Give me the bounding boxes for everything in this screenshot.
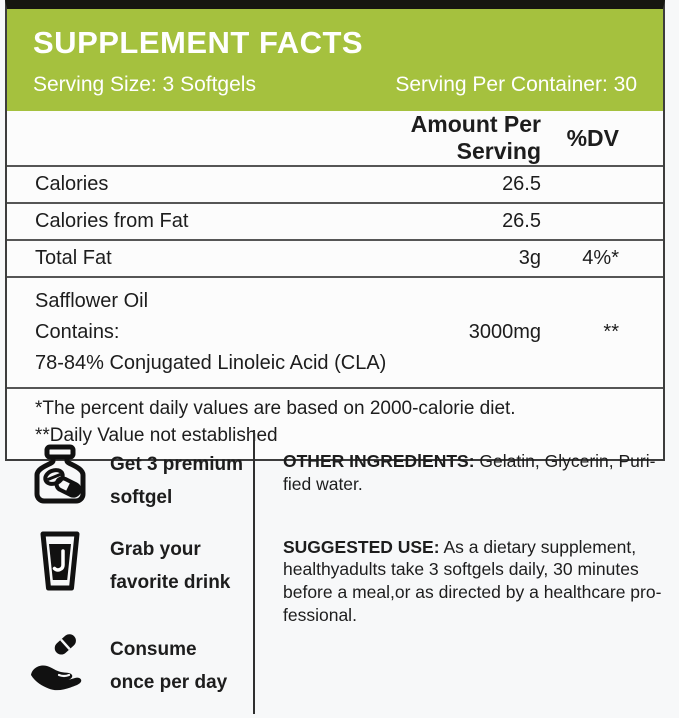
footnote-daily-values: *The percent daily values are based on 2…: [35, 398, 516, 419]
row-amount: 26.5: [502, 173, 541, 195]
suggested-use-line2: healthyadults take 3 softgels daily, 30 …: [283, 559, 639, 580]
row-amount: 3000mg: [468, 321, 541, 343]
feature-get-softgels: Get 3 premium softgel: [28, 444, 253, 515]
table-header-row: Amount Per Serving %DV: [7, 111, 663, 165]
suggested-use-line4: fessional.: [283, 604, 357, 625]
feature-line: softgel: [110, 487, 173, 509]
feature-text: Consume once per day: [110, 629, 227, 700]
row-amount: 26.5: [502, 210, 541, 232]
hand-pill-icon: [31, 634, 82, 691]
row-dv: **: [603, 321, 619, 343]
amount-per-serving-header: Amount Per Serving: [410, 111, 541, 164]
info-column: OTHER INGREDlENTS: Gelatin, Glycerin, Pu…: [255, 430, 679, 714]
table-row-calories-from-fat: Calories from Fat 26.5: [7, 202, 663, 239]
safflower-line-2: Contains:: [35, 321, 120, 343]
table-row-calories: Calories 26.5: [7, 165, 663, 202]
drink-glass-icon: [40, 531, 80, 590]
supplement-facts-panel: SUPPLEMENT FACTS Serving Size: 3 Softgel…: [5, 0, 665, 461]
row-name: Safflower Oil Contains: 78-84% Conjugate…: [35, 286, 391, 379]
feature-favorite-drink: Grab your favorite drink: [28, 529, 253, 600]
feature-text: Grab your favorite drink: [110, 529, 230, 600]
suggested-use-line3: before a meal,or as directed by a health…: [283, 582, 662, 602]
feature-line: Consume: [110, 639, 197, 660]
other-ingredients-heading: OTHER INGREDlENTS:: [283, 451, 475, 471]
row-name: Calories from Fat: [35, 210, 189, 232]
feature-line: Get 3 premium: [110, 454, 244, 475]
suggested-use-heading: SUGGESTED USE:: [283, 536, 440, 557]
safflower-line-1: Safflower Oil: [35, 290, 149, 312]
other-ingredients: OTHER INGREDlENTS: Gelatin, Glycerin, Pu…: [283, 450, 669, 496]
table-row-total-fat: Total Fat 3g 4%*: [7, 239, 663, 276]
row-name: Calories: [35, 173, 109, 195]
features-column: Get 3 premium softgel Grab your favorite…: [0, 430, 255, 714]
suggested-use-line1: As a dietary supplement,: [439, 536, 637, 557]
serving-row: Serving Size: 3 Softgels Serving Per Con…: [33, 73, 637, 97]
pill-bottle-icon: [34, 444, 86, 504]
footnotes: *The percent daily values are based on 2…: [7, 387, 663, 459]
facts-header: SUPPLEMENT FACTS Serving Size: 3 Softgel…: [7, 9, 663, 111]
bottom-section: Get 3 premium softgel Grab your favorite…: [0, 430, 679, 714]
feature-text: Get 3 premium softgel: [110, 444, 243, 515]
feature-line: favorite drink: [110, 571, 231, 593]
other-ingredients-line2: fied water.: [283, 473, 363, 494]
feature-line: once per day: [110, 672, 228, 694]
servings-per-container: Serving Per Container: 30: [395, 73, 637, 96]
footnote-dv-not-established: **Daily Value not established: [35, 424, 278, 446]
safflower-line-3: 78-84% Conjugated Linoleic Acid (CLA): [35, 352, 387, 374]
other-ingredients-line1: Gelatin, Glycerin, Puri-: [474, 451, 656, 471]
feature-line: Grab your: [110, 538, 201, 560]
suggested-use: SUGGESTED USE: As a dietary supplement, …: [283, 536, 669, 627]
facts-title: SUPPLEMENT FACTS: [33, 25, 364, 60]
feature-consume-daily: Consume once per day: [28, 629, 253, 700]
row-dv: 4%*: [582, 247, 619, 269]
row-name: Total Fat: [35, 247, 112, 269]
table-row-safflower-oil: Safflower Oil Contains: 78-84% Conjugate…: [7, 276, 663, 387]
serving-size: Serving Size: 3 Softgels: [33, 73, 256, 96]
row-amount: 3g: [518, 247, 541, 269]
dv-header: %DV: [566, 124, 619, 151]
